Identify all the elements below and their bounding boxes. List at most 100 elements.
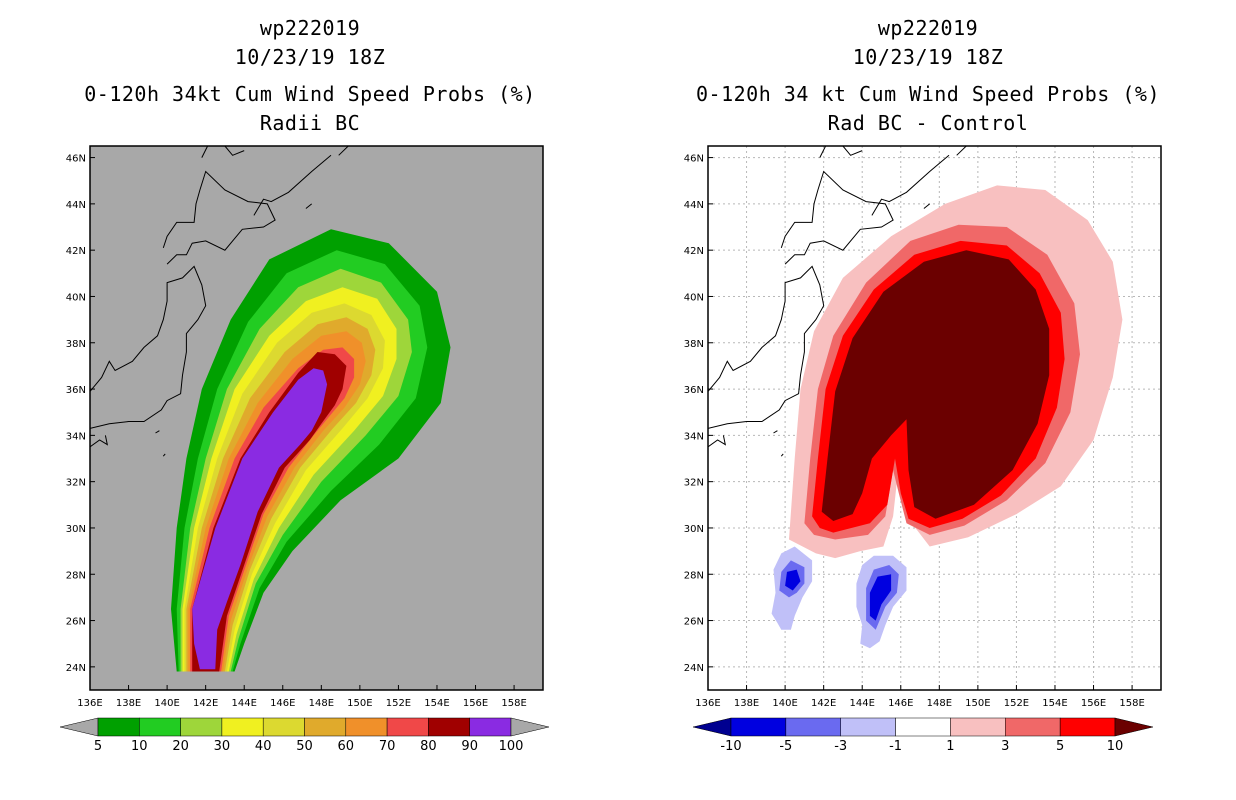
right-colorbar-right-arrow (1114, 717, 1154, 737)
left-colorbar-swatch (345, 717, 388, 737)
right-colorbar-swatch (950, 717, 1006, 737)
left-lon-tick-label: 142E (193, 698, 218, 709)
right-contour-10 (821, 250, 1050, 521)
right-lon-tick-label: 148E (927, 698, 952, 709)
left-lon-tick-label: 138E (116, 698, 141, 709)
left-colorbar-right-arrow (510, 717, 550, 737)
left-lat-tick-label: 28N (66, 570, 86, 581)
left-coastline (162, 453, 166, 457)
right-lon-tick-label: 154E (1042, 698, 1067, 709)
right-map-frame (707, 145, 1162, 691)
left-lat-tick-label: 42N (66, 246, 86, 257)
right-lon-tick-label: 136E (695, 698, 720, 709)
left-colorbar-swatch (428, 717, 470, 737)
left-lat-tick-label: 30N (66, 524, 86, 535)
right-title-date: 10/23/19 18Z (852, 45, 1004, 69)
right-coastline (773, 430, 778, 434)
right-colorbar-swatch (840, 717, 896, 737)
right-lat-tick-label: 38N (684, 339, 704, 350)
left-lat-tick-label: 44N (66, 200, 86, 211)
right-lat-tick-label: 28N (684, 570, 704, 581)
left-colorbar-swatch (221, 717, 264, 737)
right-coastline (842, 146, 863, 156)
right-colorbar-label: 5 (1056, 739, 1064, 754)
right-lon-tick-label: 146E (888, 698, 913, 709)
right-colorbar-left-arrow (692, 717, 732, 737)
right-lon-tick-label: 152E (1004, 698, 1029, 709)
left-lon-tick-label: 146E (270, 698, 295, 709)
left-lon-tick-label: 156E (463, 698, 488, 709)
left-lat-tick-label: 46N (66, 154, 86, 165)
left-map-frame (89, 145, 544, 691)
left-coastline (201, 146, 209, 158)
right-coastline (708, 265, 825, 429)
right-colorbar-label: -3 (834, 739, 847, 754)
left-colorbar-label: 90 (461, 739, 478, 754)
left-colorbar-label: 10 (131, 739, 148, 754)
right-lat-tick-label: 46N (684, 154, 704, 165)
right-colorbar-label: 1 (946, 739, 954, 754)
left-title-product: 0-120h 34kt Cum Wind Speed Probs (%) (84, 82, 536, 106)
left-lon-tick-label: 136E (77, 698, 102, 709)
left-lon-tick-label: 158E (501, 698, 526, 709)
left-colorbar-swatch (262, 717, 305, 737)
right-lat-tick-label: 34N (684, 431, 704, 442)
left-coastline (90, 435, 109, 448)
right-lon-tick-label: 142E (811, 698, 836, 709)
left-colorbar-swatch (97, 717, 140, 737)
left-colorbar-swatch (139, 717, 181, 737)
left-lon-tick-label: 140E (154, 698, 179, 709)
left-colorbar-label: 20 (172, 739, 189, 754)
right-lat-tick-label: 32N (684, 478, 704, 489)
left-colorbar-label: 5 (94, 739, 102, 754)
right-colorbar-swatch (730, 717, 787, 737)
right-colorbar-swatch (785, 717, 841, 737)
right-title-product: 0-120h 34 kt Cum Wind Speed Probs (%) (695, 82, 1161, 106)
right-coastline (956, 146, 967, 156)
left-title-subtitle: Radii BC (259, 111, 361, 135)
right-lat-tick-label: 36N (684, 385, 704, 396)
left-lon-tick-label: 154E (424, 698, 449, 709)
right-title-storm: wp222019 (877, 16, 979, 40)
left-coastline (338, 146, 349, 156)
left-colorbar-label: 50 (296, 739, 313, 754)
right-colorbar-swatch (1059, 717, 1116, 737)
right-colorbar-label: 10 (1107, 739, 1124, 754)
left-coastline (162, 170, 276, 265)
right-lon-tick-label: 140E (772, 698, 797, 709)
left-lat-tick-label: 34N (66, 431, 86, 442)
right-contour--10 (869, 574, 892, 621)
left-lon-tick-label: 144E (232, 698, 257, 709)
left-colorbar-label: 70 (379, 739, 396, 754)
left-lon-tick-label: 148E (309, 698, 334, 709)
right-lat-tick-label: 24N (684, 663, 704, 674)
right-colorbar-label: -1 (889, 739, 902, 754)
left-coastline (253, 154, 332, 216)
left-colorbar-swatch (180, 717, 223, 737)
left-chart-title: wp222019 10/23/19 18Z 0-120h 34kt Cum Wi… (60, 14, 560, 138)
left-coastline (224, 146, 245, 156)
right-lon-tick-label: 150E (965, 698, 990, 709)
right-lon-tick-label: 144E (850, 698, 875, 709)
left-lat-tick-label: 36N (66, 385, 86, 396)
right-lon-tick-label: 156E (1081, 698, 1106, 709)
left-colorbar-swatch (386, 717, 429, 737)
left-coastline (305, 203, 313, 209)
left-coastline (155, 430, 160, 434)
left-lat-tick-label: 24N (66, 663, 86, 674)
left-colorbar-swatch (304, 717, 347, 737)
left-colorbar-label: 40 (255, 739, 272, 754)
right-contour--10 (785, 569, 801, 591)
left-colorbar-label: 30 (214, 739, 231, 754)
left-contour-90 (192, 368, 328, 670)
right-colorbar-swatch (895, 717, 951, 737)
right-coastline (780, 453, 784, 457)
right-coastline (871, 154, 950, 216)
left-colorbar-swatch (469, 717, 512, 737)
right-plot-area (708, 146, 1161, 690)
right-chart-title: wp222019 10/23/19 18Z 0-120h 34 kt Cum W… (678, 14, 1178, 138)
right-colorbar-label: 3 (1001, 739, 1009, 754)
left-lat-tick-label: 26N (66, 617, 86, 628)
right-coastline (780, 170, 894, 265)
right-title-subtitle: Rad BC - Control (827, 111, 1029, 135)
